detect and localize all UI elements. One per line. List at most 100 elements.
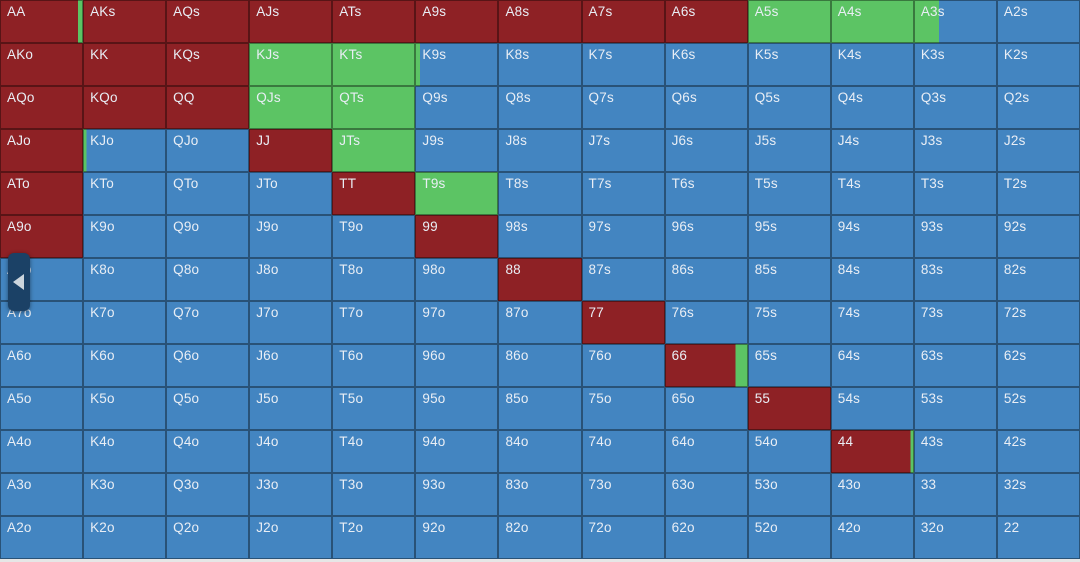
hand-cell-92o[interactable]: 92o [415,516,499,559]
hand-cell-75s[interactable]: 75s [747,301,831,344]
hand-cell-94s[interactable]: 94s [830,215,914,258]
hand-cell-52s[interactable]: 52s [996,387,1080,430]
hand-cell-97s[interactable]: 97s [581,215,665,258]
hand-cell-T9o[interactable]: T9o [332,215,416,258]
hand-cell-Q4s[interactable]: Q4s [830,86,914,129]
hand-cell-A9s[interactable]: A9s [415,0,499,43]
hand-cell-Q8o[interactable]: Q8o [166,258,250,301]
hand-cell-96s[interactable]: 96s [664,215,748,258]
hand-cell-K2o[interactable]: K2o [83,516,167,559]
hand-cell-T4s[interactable]: T4s [830,172,914,215]
hand-cell-KJs[interactable]: KJs [249,43,333,86]
hand-cell-QQ[interactable]: QQ [166,86,250,129]
hand-cell-J9o[interactable]: J9o [249,215,333,258]
hand-cell-A3o[interactable]: A3o [0,473,84,516]
hand-cell-22[interactable]: 22 [996,516,1080,559]
hand-cell-J6o[interactable]: J6o [249,344,333,387]
hand-cell-A6s[interactable]: A6s [664,0,748,43]
hand-cell-J4s[interactable]: J4s [830,129,914,172]
hand-cell-AKs[interactable]: AKs [83,0,167,43]
hand-cell-K6s[interactable]: K6s [664,43,748,86]
hand-cell-42s[interactable]: 42s [996,430,1080,473]
hand-cell-J8o[interactable]: J8o [249,258,333,301]
hand-cell-94o[interactable]: 94o [415,430,499,473]
hand-cell-J6s[interactable]: J6s [664,129,748,172]
hand-cell-A2s[interactable]: A2s [996,0,1080,43]
hand-cell-T7o[interactable]: T7o [332,301,416,344]
hand-cell-92s[interactable]: 92s [996,215,1080,258]
hand-cell-43s[interactable]: 43s [913,430,997,473]
hand-cell-Q9o[interactable]: Q9o [166,215,250,258]
hand-cell-KTo[interactable]: KTo [83,172,167,215]
hand-cell-AQs[interactable]: AQs [166,0,250,43]
hand-cell-AQo[interactable]: AQo [0,86,84,129]
hand-cell-33[interactable]: 33 [913,473,997,516]
hand-cell-T8o[interactable]: T8o [332,258,416,301]
hand-cell-65o[interactable]: 65o [664,387,748,430]
hand-cell-62s[interactable]: 62s [996,344,1080,387]
hand-cell-97o[interactable]: 97o [415,301,499,344]
hand-cell-T7s[interactable]: T7s [581,172,665,215]
hand-cell-A4s[interactable]: A4s [830,0,914,43]
collapse-range-button[interactable] [8,253,30,311]
hand-cell-AJs[interactable]: AJs [249,0,333,43]
hand-cell-K7o[interactable]: K7o [83,301,167,344]
hand-cell-66[interactable]: 66 [664,344,748,387]
hand-cell-T6s[interactable]: T6s [664,172,748,215]
hand-cell-AA[interactable]: AA [0,0,84,43]
hand-cell-J2s[interactable]: J2s [996,129,1080,172]
hand-cell-Q5s[interactable]: Q5s [747,86,831,129]
hand-cell-JTo[interactable]: JTo [249,172,333,215]
hand-cell-J3o[interactable]: J3o [249,473,333,516]
hand-cell-54o[interactable]: 54o [747,430,831,473]
hand-cell-86s[interactable]: 86s [664,258,748,301]
hand-cell-KQo[interactable]: KQo [83,86,167,129]
hand-cell-82o[interactable]: 82o [498,516,582,559]
hand-cell-Q9s[interactable]: Q9s [415,86,499,129]
hand-cell-T3s[interactable]: T3s [913,172,997,215]
hand-cell-A7s[interactable]: A7s [581,0,665,43]
hand-cell-87s[interactable]: 87s [581,258,665,301]
hand-cell-75o[interactable]: 75o [581,387,665,430]
hand-cell-74s[interactable]: 74s [830,301,914,344]
hand-cell-77[interactable]: 77 [581,301,665,344]
hand-cell-72o[interactable]: 72o [581,516,665,559]
hand-cell-93o[interactable]: 93o [415,473,499,516]
hand-cell-74o[interactable]: 74o [581,430,665,473]
hand-cell-98o[interactable]: 98o [415,258,499,301]
hand-cell-KJo[interactable]: KJo [83,129,167,172]
hand-cell-T4o[interactable]: T4o [332,430,416,473]
hand-cell-K9o[interactable]: K9o [83,215,167,258]
hand-cell-76s[interactable]: 76s [664,301,748,344]
hand-cell-A3s[interactable]: A3s [913,0,997,43]
hand-cell-55[interactable]: 55 [747,387,831,430]
hand-cell-99[interactable]: 99 [415,215,499,258]
hand-cell-JTs[interactable]: JTs [332,129,416,172]
hand-cell-Q2o[interactable]: Q2o [166,516,250,559]
hand-cell-AKo[interactable]: AKo [0,43,84,86]
hand-cell-J9s[interactable]: J9s [415,129,499,172]
hand-cell-QJs[interactable]: QJs [249,86,333,129]
hand-cell-63s[interactable]: 63s [913,344,997,387]
hand-cell-J5o[interactable]: J5o [249,387,333,430]
hand-cell-J7s[interactable]: J7s [581,129,665,172]
hand-cell-A2o[interactable]: A2o [0,516,84,559]
hand-cell-KQs[interactable]: KQs [166,43,250,86]
hand-cell-TT[interactable]: TT [332,172,416,215]
hand-cell-32s[interactable]: 32s [996,473,1080,516]
hand-cell-73o[interactable]: 73o [581,473,665,516]
hand-cell-82s[interactable]: 82s [996,258,1080,301]
hand-cell-83s[interactable]: 83s [913,258,997,301]
hand-cell-88[interactable]: 88 [498,258,582,301]
hand-cell-95o[interactable]: 95o [415,387,499,430]
hand-cell-85s[interactable]: 85s [747,258,831,301]
hand-cell-K6o[interactable]: K6o [83,344,167,387]
hand-cell-T2s[interactable]: T2s [996,172,1080,215]
hand-cell-Q2s[interactable]: Q2s [996,86,1080,129]
hand-cell-54s[interactable]: 54s [830,387,914,430]
hand-cell-K4o[interactable]: K4o [83,430,167,473]
hand-cell-A8s[interactable]: A8s [498,0,582,43]
hand-cell-KK[interactable]: KK [83,43,167,86]
hand-cell-Q4o[interactable]: Q4o [166,430,250,473]
hand-cell-QTs[interactable]: QTs [332,86,416,129]
